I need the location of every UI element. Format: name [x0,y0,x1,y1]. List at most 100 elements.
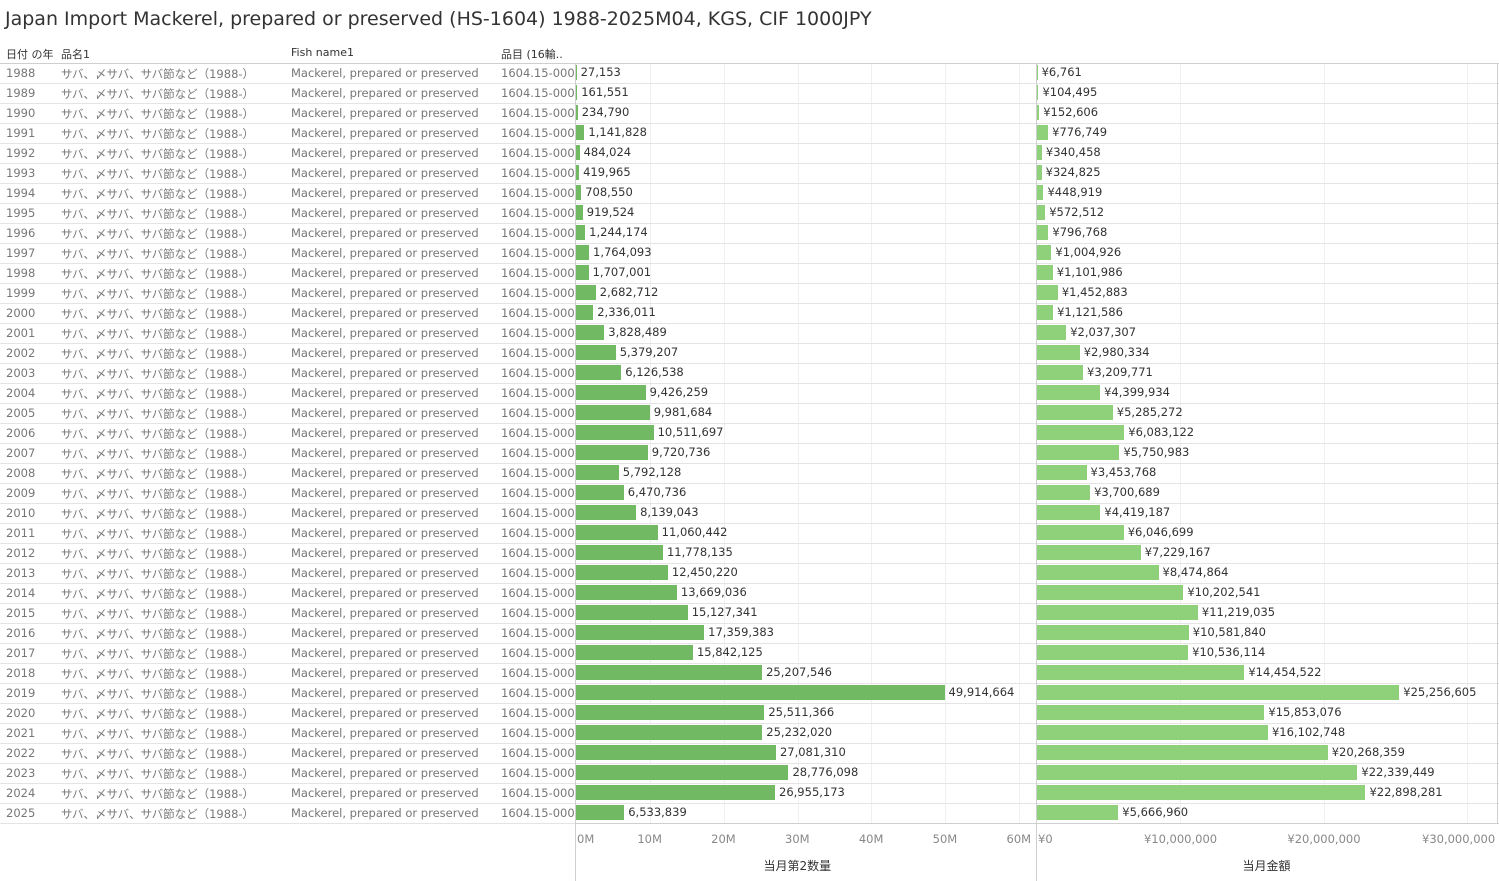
table-row[interactable]: 2007 サバ、〆サバ、サバ節など（1988-） Mackerel, prepare… [0,443,1499,464]
quantity-bar[interactable] [576,365,622,380]
value-bar[interactable] [1037,545,1141,560]
value-bar[interactable] [1037,645,1189,660]
quantity-bar[interactable] [576,385,646,400]
quantity-bar[interactable] [576,765,789,780]
table-row[interactable]: 2025 サバ、〆サバ、サバ節など（1988-） Mackerel, prepare… [0,803,1499,824]
quantity-bar[interactable] [576,565,668,580]
table-row[interactable]: 2020 サバ、〆サバ、サバ節など（1988-） Mackerel, prepare… [0,703,1499,724]
quantity-bar[interactable] [576,645,693,660]
table-row[interactable]: 1999 サバ、〆サバ、サバ節など（1988-） Mackerel, prepare… [0,283,1499,304]
quantity-bar[interactable] [576,125,585,140]
value-bar[interactable] [1037,185,1044,200]
quantity-bar[interactable] [576,605,688,620]
table-row[interactable]: 1998 サバ、〆サバ、サバ節など（1988-） Mackerel, prepare… [0,263,1499,284]
quantity-bar[interactable] [576,485,624,500]
value-bar[interactable] [1037,425,1125,440]
quantity-bar[interactable] [576,585,677,600]
value-bar[interactable] [1037,165,1042,180]
table-row[interactable]: 2002 サバ、〆サバ、サバ節など（1988-） Mackerel, prepare… [0,343,1499,364]
quantity-bar[interactable] [576,105,578,120]
value-bar[interactable] [1037,85,1039,100]
table-row[interactable]: 2009 サバ、〆サバ、サバ節など（1988-） Mackerel, prepare… [0,483,1499,504]
table-row[interactable]: 2012 サバ、〆サバ、サバ節など（1988-） Mackerel, prepare… [0,543,1499,564]
table-row[interactable]: 1988 サバ、〆サバ、サバ節など（1988-） Mackerel, prepare… [0,63,1499,84]
quantity-bar[interactable] [576,685,945,700]
table-row[interactable]: 2010 サバ、〆サバ、サバ節など（1988-） Mackerel, prepare… [0,503,1499,524]
table-row[interactable]: 2000 サバ、〆サバ、サバ節など（1988-） Mackerel, prepare… [0,303,1499,324]
quantity-bar[interactable] [576,325,605,340]
value-bar[interactable] [1037,485,1091,500]
table-row[interactable]: 2022 サバ、〆サバ、サバ節など（1988-） Mackerel, prepare… [0,743,1499,764]
table-row[interactable]: 1990 サバ、〆サバ、サバ節など（1988-） Mackerel, prepare… [0,103,1499,124]
value-bar[interactable] [1037,625,1189,640]
quantity-bar[interactable] [576,545,663,560]
table-row[interactable]: 2019 サバ、〆サバ、サバ節など（1988-） Mackerel, prepare… [0,683,1499,704]
table-row[interactable]: 2018 サバ、〆サバ、サバ節など（1988-） Mackerel, prepare… [0,663,1499,684]
quantity-bar[interactable] [576,345,616,360]
value-bar[interactable] [1037,285,1058,300]
quantity-bar[interactable] [576,785,776,800]
table-row[interactable]: 2004 サバ、〆サバ、サバ節など（1988-） Mackerel, prepare… [0,383,1499,404]
table-row[interactable]: 1995 サバ、〆サバ、サバ節など（1988-） Mackerel, prepare… [0,203,1499,224]
value-bar[interactable] [1037,605,1198,620]
header-name-jp[interactable]: 品名1 [61,48,90,61]
table-row[interactable]: 2006 サバ、〆サバ、サバ節など（1988-） Mackerel, prepare… [0,423,1499,444]
table-row[interactable]: 2011 サバ、〆サバ、サバ節など（1988-） Mackerel, prepare… [0,523,1499,544]
table-row[interactable]: 2014 サバ、〆サバ、サバ節など（1988-） Mackerel, prepare… [0,583,1499,604]
quantity-bar[interactable] [576,65,577,80]
quantity-bar[interactable] [576,85,578,100]
quantity-bar[interactable] [576,465,619,480]
value-bar[interactable] [1037,385,1101,400]
value-bar[interactable] [1037,785,1366,800]
value-bar[interactable] [1037,105,1040,120]
table-row[interactable]: 2016 サバ、〆サバ、サバ節など（1988-） Mackerel, prepare… [0,623,1499,644]
table-row[interactable]: 1997 サバ、〆サバ、サバ節など（1988-） Mackerel, prepare… [0,243,1499,264]
quantity-bar[interactable] [576,805,625,820]
value-bar[interactable] [1037,765,1358,780]
table-row[interactable]: 1989 サバ、〆サバ、サバ節など（1988-） Mackerel, prepare… [0,83,1499,104]
value-bar[interactable] [1037,525,1124,540]
header-year[interactable]: 日付 の年 [6,48,54,61]
table-row[interactable]: 1991 サバ、〆サバ、サバ節など（1988-） Mackerel, prepare… [0,123,1499,144]
value-bar[interactable] [1037,565,1159,580]
table-row[interactable]: 2003 サバ、〆サバ、サバ節など（1988-） Mackerel, prepare… [0,363,1499,384]
quantity-bar[interactable] [576,225,586,240]
value-bar[interactable] [1037,705,1265,720]
value-bar[interactable] [1037,445,1120,460]
value-bar[interactable] [1037,245,1052,260]
quantity-bar[interactable] [576,625,705,640]
quantity-bar[interactable] [576,145,580,160]
table-row[interactable]: 1992 サバ、〆サバ、サバ節など（1988-） Mackerel, prepare… [0,143,1499,164]
value-bar[interactable] [1037,365,1084,380]
quantity-bar[interactable] [576,705,765,720]
quantity-bar[interactable] [576,425,654,440]
value-bar[interactable] [1037,145,1042,160]
quantity-bar[interactable] [576,285,596,300]
value-bar[interactable] [1037,325,1067,340]
value-bar[interactable] [1037,225,1049,240]
table-row[interactable]: 2008 サバ、〆サバ、サバ節など（1988-） Mackerel, prepare… [0,463,1499,484]
value-bar[interactable] [1037,685,1400,700]
quantity-bar[interactable] [576,265,589,280]
value-bar[interactable] [1037,745,1328,760]
value-bar[interactable] [1037,125,1049,140]
quantity-bar[interactable] [576,725,763,740]
quantity-bar[interactable] [576,205,583,220]
value-bar[interactable] [1037,405,1113,420]
table-row[interactable]: 2021 サバ、〆サバ、サバ節など（1988-） Mackerel, prepare… [0,723,1499,744]
value-bar[interactable] [1037,585,1184,600]
value-bar[interactable] [1037,265,1053,280]
value-bar[interactable] [1037,665,1245,680]
table-row[interactable]: 2017 サバ、〆サバ、サバ節など（1988-） Mackerel, prepare… [0,643,1499,664]
table-row[interactable]: 1994 サバ、〆サバ、サバ節など（1988-） Mackerel, prepare… [0,183,1499,204]
value-bar[interactable] [1037,345,1080,360]
value-bar[interactable] [1037,65,1038,80]
table-row[interactable]: 1996 サバ、〆サバ、サバ節など（1988-） Mackerel, prepare… [0,223,1499,244]
table-row[interactable]: 1993 サバ、〆サバ、サバ節など（1988-） Mackerel, prepare… [0,163,1499,184]
table-row[interactable]: 2001 サバ、〆サバ、サバ節など（1988-） Mackerel, prepare… [0,323,1499,344]
table-row[interactable]: 2015 サバ、〆サバ、サバ節など（1988-） Mackerel, prepare… [0,603,1499,624]
header-fish-name[interactable]: Fish name1 [291,46,354,59]
value-bar[interactable] [1037,805,1119,820]
table-row[interactable]: 2023 サバ、〆サバ、サバ節など（1988-） Mackerel, prepare… [0,763,1499,784]
quantity-bar[interactable] [576,165,580,180]
